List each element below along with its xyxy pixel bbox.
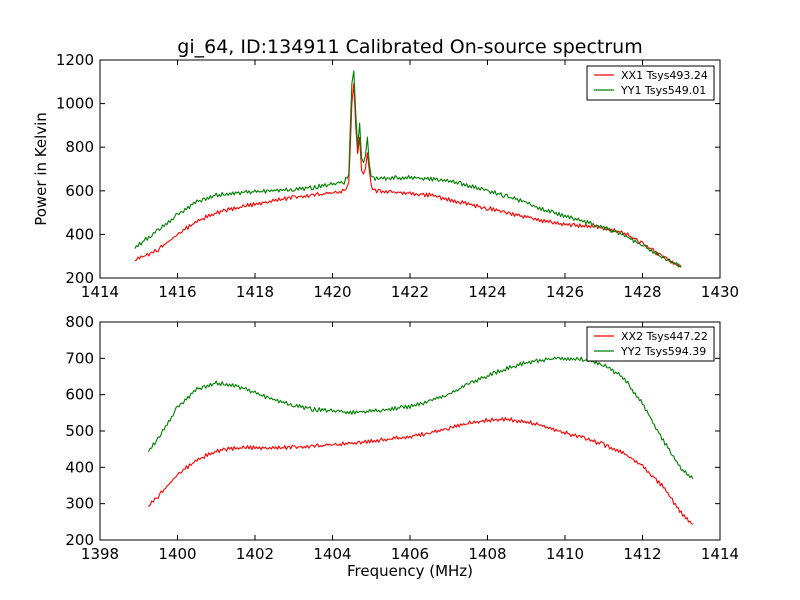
x-tick-label: 1428 [623, 283, 661, 301]
x-tick-label: 1410 [546, 545, 584, 563]
y-tick-label: 200 [65, 531, 94, 549]
x-tick-label: 1400 [158, 545, 196, 563]
x-tick-label: 1426 [546, 283, 584, 301]
y-axis-label: Power in Kelvin [32, 112, 50, 226]
series-line-1-2 [134, 70, 682, 268]
y-tick-label: 400 [65, 458, 94, 476]
bottom-panel: 1398 1400 1402 1404 1406 1408 1410 1412 1414 200 3… [65, 313, 739, 563]
y-tick-label: 200 [65, 269, 94, 287]
x-tick-label: 1402 [236, 545, 274, 563]
series-line-1-1 [134, 83, 682, 268]
legend-label: YY2 Tsys594.39 [620, 345, 706, 358]
x-tick-label: 1424 [468, 283, 506, 301]
x-tick-label: 1404 [313, 545, 351, 563]
x-tick-label: 1418 [236, 283, 274, 301]
x-tick-label: 1416 [158, 283, 196, 301]
y-tick-label: 1000 [56, 95, 94, 113]
top-panel: 1414 1416 1418 1420 1422 1424 1426 1428 1430 200 4… [56, 51, 739, 301]
x-tick-label: 1414 [701, 545, 739, 563]
x-tick-label: 1430 [701, 283, 739, 301]
x-tick-label: 1412 [623, 545, 661, 563]
chart-title: gi_64, ID:134911 Calibrated On-source sp… [177, 36, 642, 58]
x-axis-label: Frequency (MHz) [347, 562, 473, 580]
legend-label: YY1 Tsys549.01 [620, 84, 706, 97]
y-tick-label: 400 [65, 225, 94, 243]
x-tick-label: 1406 [391, 545, 429, 563]
legend-label: XX1 Tsys493.24 [621, 69, 708, 82]
x-tick-label: 1420 [313, 283, 351, 301]
y-tick-label: 800 [65, 313, 94, 331]
x-tick-label: 1422 [391, 283, 429, 301]
y-tick-label: 700 [65, 349, 94, 367]
y-tick-label: 300 [65, 495, 94, 513]
legend-box [586, 65, 715, 101]
series-line-2-1 [148, 417, 694, 525]
y-tick-label: 1200 [56, 51, 94, 69]
y-tick-label: 500 [65, 422, 94, 440]
x-tick-label: 1398 [81, 545, 119, 563]
legend-box [586, 326, 715, 362]
x-tick-label: 1414 [81, 283, 119, 301]
x-tick-label: 1408 [468, 545, 506, 563]
y-tick-label: 800 [65, 138, 94, 156]
series-line-2-2 [147, 356, 694, 480]
legend-label: XX2 Tsys447.22 [621, 330, 708, 343]
y-tick-label: 600 [65, 386, 94, 404]
y-tick-label: 600 [65, 182, 94, 200]
